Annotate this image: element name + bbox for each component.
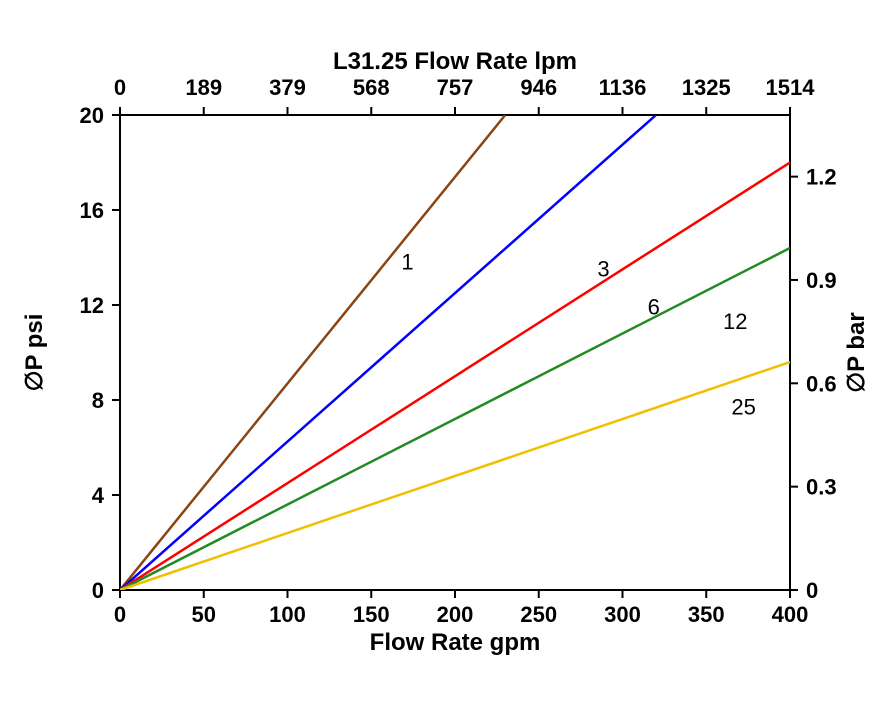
y-left-tick-label: 4 (92, 483, 105, 508)
series-label-1: 1 (401, 249, 413, 274)
x-bottom-title: Flow Rate gpm (370, 629, 541, 656)
y-right-title: ∅P bar (843, 312, 870, 393)
series-label-3: 3 (597, 257, 609, 282)
y-right-tick-label: 0.9 (806, 268, 837, 293)
y-left-tick-label: 0 (92, 578, 104, 603)
chart-bg (0, 0, 886, 702)
series-label-12: 12 (723, 309, 747, 334)
x-top-tick-label: 0 (114, 75, 126, 100)
x-bottom-tick-label: 300 (604, 602, 641, 627)
x-top-tick-label: 379 (269, 75, 306, 100)
y-right-tick-label: 1.2 (806, 165, 837, 190)
x-top-tick-label: 189 (185, 75, 222, 100)
x-bottom-tick-label: 100 (269, 602, 306, 627)
chart-svg: 0501001502002503003504000189379568757946… (0, 0, 886, 702)
y-left-tick-label: 8 (92, 388, 104, 413)
x-bottom-tick-label: 350 (688, 602, 725, 627)
y-right-tick-label: 0.3 (806, 475, 837, 500)
x-top-tick-label: 1136 (599, 75, 647, 100)
series-label-25: 25 (731, 394, 755, 419)
x-top-tick-label: 1514 (766, 75, 816, 100)
x-top-tick-label: 757 (437, 75, 474, 100)
x-top-tick-label: 568 (353, 75, 390, 100)
flow-pressure-chart: 0501001502002503003504000189379568757946… (0, 0, 886, 702)
y-left-title: ∅P psi (21, 314, 48, 392)
x-bottom-tick-label: 0 (114, 602, 126, 627)
y-right-tick-label: 0 (806, 578, 818, 603)
y-left-tick-label: 16 (80, 198, 104, 223)
x-bottom-tick-label: 250 (520, 602, 557, 627)
x-bottom-tick-label: 150 (353, 602, 390, 627)
series-label-6: 6 (648, 295, 660, 320)
x-bottom-tick-label: 200 (437, 602, 474, 627)
y-right-tick-label: 0.6 (806, 371, 837, 396)
y-left-tick-label: 20 (80, 103, 104, 128)
x-top-tick-label: 946 (520, 75, 557, 100)
y-left-tick-label: 12 (80, 293, 104, 318)
x-bottom-tick-label: 50 (192, 602, 216, 627)
x-bottom-tick-label: 400 (772, 602, 809, 627)
x-top-tick-label: 1325 (682, 75, 731, 100)
x-top-title: L31.25 Flow Rate lpm (333, 48, 577, 75)
